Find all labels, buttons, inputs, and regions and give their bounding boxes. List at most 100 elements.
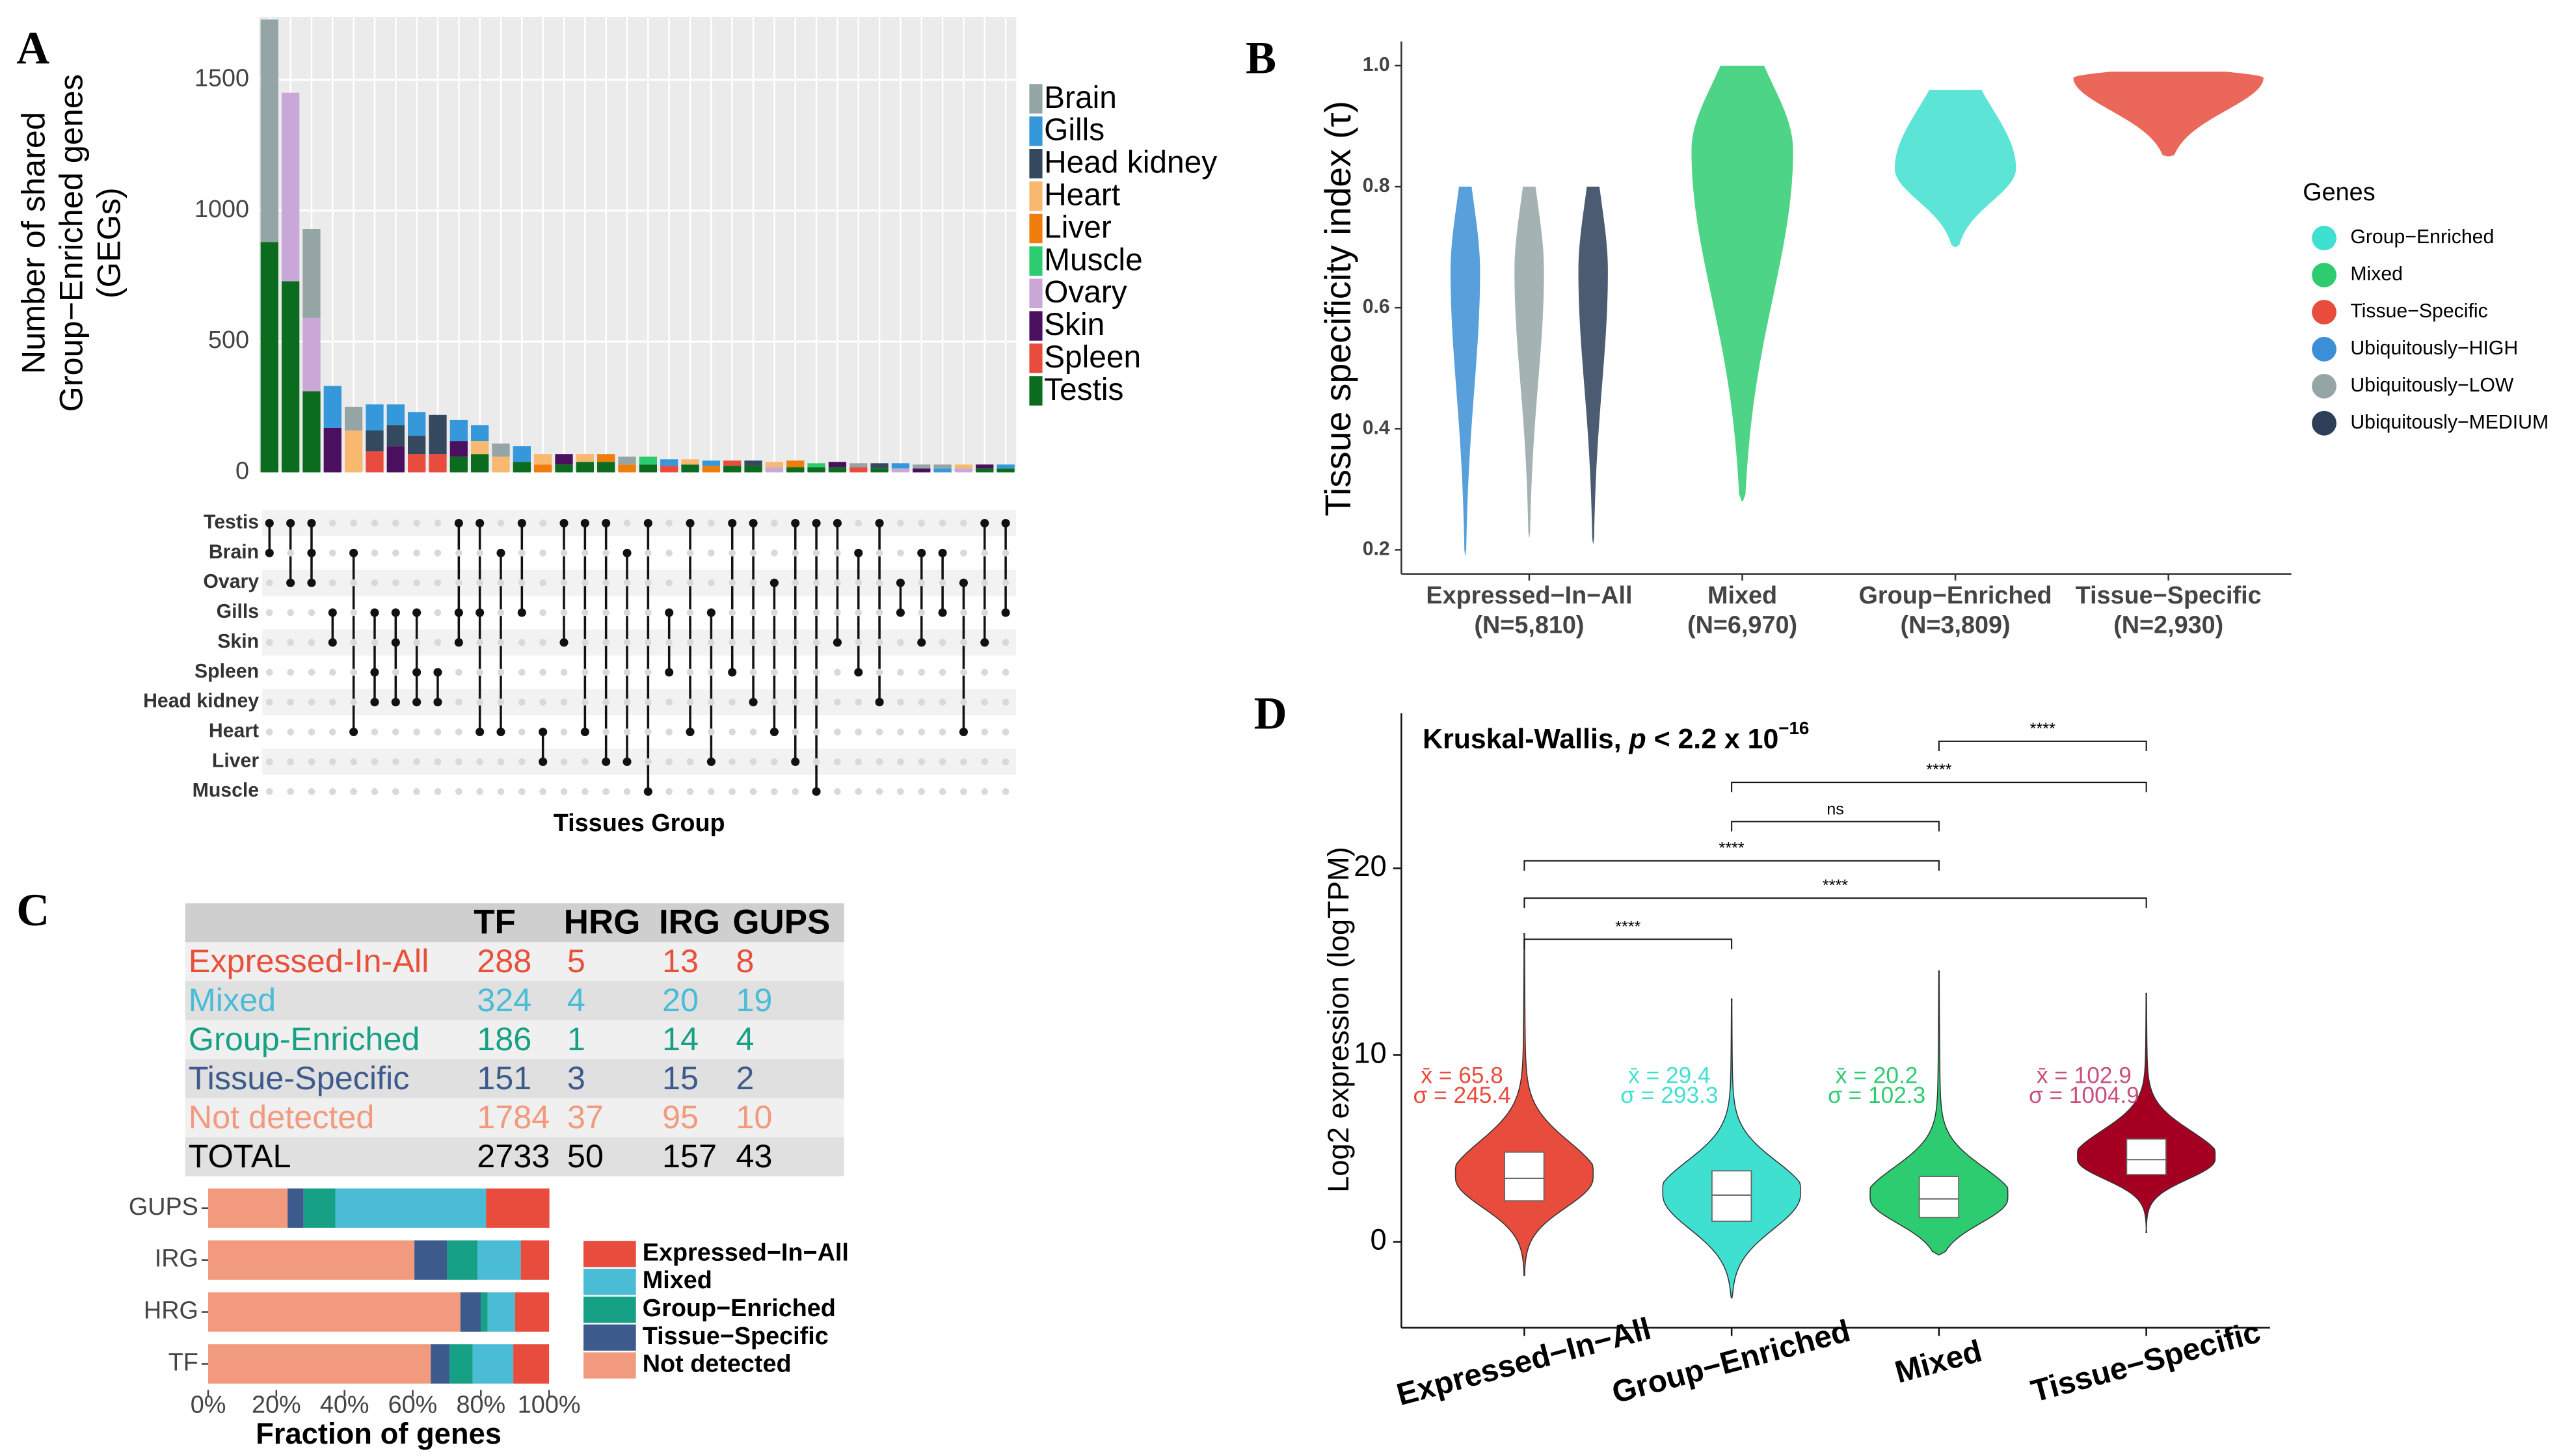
significance-bracket (1523, 938, 1733, 949)
significance-label: **** (1615, 918, 1640, 936)
matrix-dot-empty (287, 639, 294, 646)
legend-label: Mixed (2350, 263, 2403, 285)
bar-segment (997, 468, 1015, 473)
box (1711, 1170, 1752, 1222)
bar-segment (891, 463, 910, 469)
matrix-dot-empty (708, 788, 715, 795)
bar-segment (660, 459, 678, 466)
legend-label: Spleen (1044, 340, 1141, 375)
panel-label: A (16, 23, 49, 74)
table-row-label: Not detected (189, 1098, 375, 1135)
violin (2073, 72, 2264, 157)
matrix-dot-empty (392, 788, 399, 795)
matrix-dot-empty (582, 549, 589, 557)
matrix-dot (454, 518, 463, 528)
matrix-dot (812, 518, 821, 528)
matrix-dot-empty (834, 668, 841, 676)
matrix-dot-empty (771, 758, 778, 765)
matrix-dot-empty (455, 788, 462, 795)
significance-label: **** (1926, 761, 1951, 779)
matrix-dot-empty (266, 639, 273, 646)
matrix-dot-empty (749, 549, 757, 557)
matrix-dot-empty (729, 639, 736, 646)
matrix-dot-empty (392, 549, 399, 557)
matrix-dot-empty (287, 728, 294, 735)
matrix-dot-empty (329, 579, 336, 587)
bar-segment (765, 462, 784, 468)
box (1504, 1151, 1545, 1202)
bar-segment (702, 466, 721, 473)
matrix-stripe (262, 570, 1017, 596)
bar-segment (447, 1240, 478, 1280)
matrix-dot-empty (602, 728, 609, 735)
table-header: HRG (564, 903, 641, 942)
bar-segment (513, 1344, 550, 1384)
y-tick-label: GUPS (129, 1193, 198, 1221)
panel-label: C (16, 885, 49, 936)
mean-label: x̄ = 29.4 (1628, 1063, 1710, 1089)
matrix-dot-empty (834, 698, 841, 706)
violin (1869, 970, 2009, 1256)
matrix-dot-empty (749, 668, 757, 676)
matrix-dot-empty (287, 549, 294, 557)
bar-segment (344, 430, 363, 473)
y-tick-label: 1.0 (1363, 54, 1390, 75)
table-header: IRG (659, 903, 720, 942)
matrix-dot-empty (518, 728, 526, 735)
matrix-dot-empty (855, 609, 863, 616)
matrix-dot-empty (749, 639, 757, 646)
bar-segment (431, 1344, 450, 1384)
y-tick-label: TF (168, 1349, 198, 1376)
matrix-dot (875, 698, 884, 707)
legend-swatch (2312, 263, 2336, 287)
box (1918, 1176, 1960, 1219)
matrix-dot-empty (918, 579, 926, 587)
matrix-dot-empty (686, 788, 694, 795)
matrix-stripe (262, 748, 1017, 775)
matrix-dot-empty (812, 668, 820, 676)
matrix-dot (412, 608, 422, 617)
matrix-dot (706, 757, 716, 766)
matrix-dot-empty (582, 668, 589, 676)
significance-label: **** (2030, 720, 2055, 738)
matrix-dot-empty (960, 668, 967, 676)
matrix-dot-empty (939, 698, 946, 706)
matrix-dot-empty (560, 698, 568, 706)
matrix-dot-empty (539, 668, 546, 676)
bar-segment (303, 1188, 336, 1228)
table-cell: 4 (736, 1020, 754, 1057)
matrix-dot-empty (876, 788, 883, 795)
matrix-dot-empty (560, 728, 568, 735)
table-row-label: Group-Enriched (189, 1020, 420, 1057)
matrix-stripe (262, 629, 1017, 656)
matrix-dot-empty (981, 698, 989, 706)
matrix-dot (791, 757, 800, 766)
matrix-dot (917, 638, 926, 647)
bar-segment (555, 464, 573, 473)
bar-segment (366, 451, 384, 473)
y-axis-label: Log2 expression (logTPM) (1322, 847, 1355, 1193)
bar-segment (486, 1188, 550, 1228)
table-cell: 4 (567, 981, 585, 1018)
matrix-dot (686, 518, 695, 528)
matrix-dot-empty (455, 728, 462, 735)
legend-swatch (1029, 181, 1043, 211)
matrix-dot (307, 518, 316, 528)
matrix-dot-empty (939, 639, 946, 646)
bar-segment (408, 436, 426, 455)
bar-segment (449, 457, 468, 473)
x-axis-label: Tissues Group (554, 810, 725, 837)
matrix-dot-empty (539, 549, 546, 557)
matrix-dot-empty (855, 698, 863, 706)
bar-segment (765, 467, 784, 473)
bar-segment (933, 464, 952, 469)
matrix-dot (475, 518, 485, 528)
bar-segment (477, 1240, 521, 1280)
matrix-dot-empty (350, 758, 357, 765)
legend-swatch (583, 1241, 636, 1267)
matrix-dot-empty (939, 788, 946, 795)
matrix-dot-empty (1002, 549, 1010, 557)
legend-swatch (1029, 84, 1043, 114)
matrix-dot-empty (918, 788, 926, 795)
x-tick-label: Expressed−In−All (1426, 582, 1632, 609)
